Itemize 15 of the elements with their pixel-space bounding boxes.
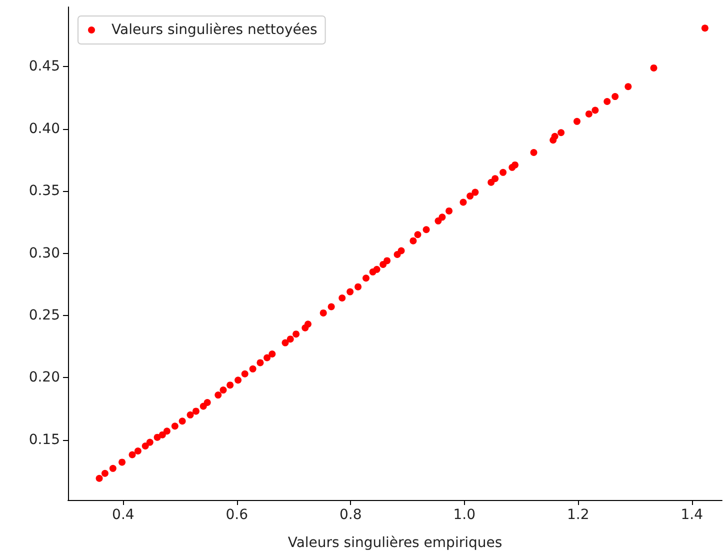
x-axis-title: Valeurs singulières empiriques bbox=[288, 535, 502, 551]
x-tick-label: 0.8 bbox=[340, 507, 362, 523]
x-tick-label: 1.0 bbox=[453, 507, 476, 523]
x-tick-label: 1.4 bbox=[680, 507, 704, 523]
y-tick-label: 0.25 bbox=[28, 307, 60, 324]
x-tick-label: 1.2 bbox=[566, 507, 590, 523]
x-tick-label: 0.4 bbox=[112, 507, 134, 523]
x-tick-label: 0.6 bbox=[226, 507, 248, 523]
y-tick-label: 0.15 bbox=[28, 432, 60, 448]
y-tick-label: 0.20 bbox=[28, 370, 60, 386]
y-tick-label: 0.35 bbox=[28, 183, 60, 200]
y-tick-label: 0.45 bbox=[28, 58, 60, 75]
y-tick-label: 0.30 bbox=[28, 245, 60, 262]
legend-label: Valeurs singulières nettoyées bbox=[112, 22, 318, 38]
y-tick-label: 0.40 bbox=[28, 120, 60, 137]
